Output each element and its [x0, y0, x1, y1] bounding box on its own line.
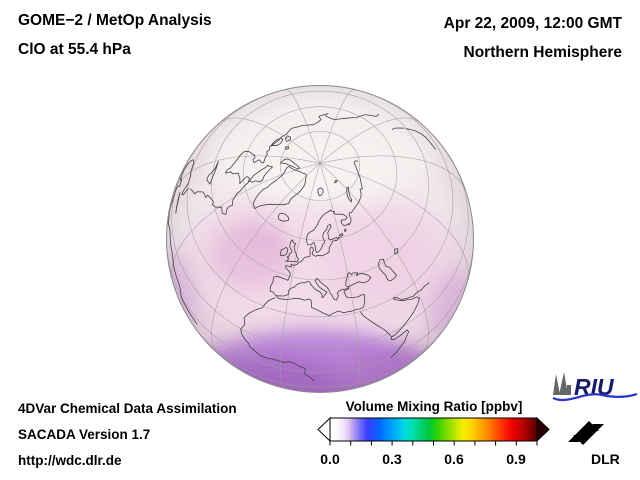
credits-block: 4DVar Chemical Data Assimilation SACADA … [18, 396, 237, 474]
credit-line-2: SACADA Version 1.7 [18, 427, 151, 442]
title-line-2: ClO at 55.4 hPa [18, 41, 131, 58]
globe-rim [166, 85, 474, 393]
colorbar [317, 416, 550, 446]
colorbar-over-arrow [536, 416, 550, 443]
colorbar-ticks [329, 441, 538, 446]
dlr-emblem-icon [568, 421, 604, 445]
colorbar-title: Volume Mixing Ratio [ppbv] [345, 399, 523, 414]
riu-logo: RIU [552, 372, 638, 402]
credit-line-1: 4DVar Chemical Data Assimilation [18, 401, 237, 416]
title-line-1: GOME−2 / MetOp Analysis [18, 12, 212, 29]
limb-shading [166, 85, 474, 393]
colorbar-tick-label-0: 0.0 [320, 451, 340, 467]
dlr-wordmark: DLR [591, 451, 620, 467]
colorbar-tick-label-2: 0.6 [444, 451, 464, 467]
colorbar-tick-label-3: 0.9 [506, 451, 526, 467]
globe-map [166, 85, 474, 393]
credit-line-3: http://wdc.dlr.de [18, 453, 122, 468]
datetime-label: Apr 22, 2009, 12:00 GMT [443, 15, 622, 32]
plot-title-block: GOME−2 / MetOp Analysis ClO at 55.4 hPa [18, 6, 212, 64]
colorbar-under-arrow [317, 416, 331, 443]
hemisphere-label: Northern Hemisphere [463, 44, 622, 61]
dlr-logo: DLR [568, 421, 620, 467]
riu-wave-icon [552, 392, 638, 402]
colorbar-gradient-bar [329, 417, 538, 442]
cologne-cathedral-icon [553, 372, 571, 395]
plot-datetime-block: Apr 22, 2009, 12:00 GMT Northern Hemisph… [444, 9, 622, 67]
colorbar-tick-label-1: 0.3 [382, 451, 402, 467]
